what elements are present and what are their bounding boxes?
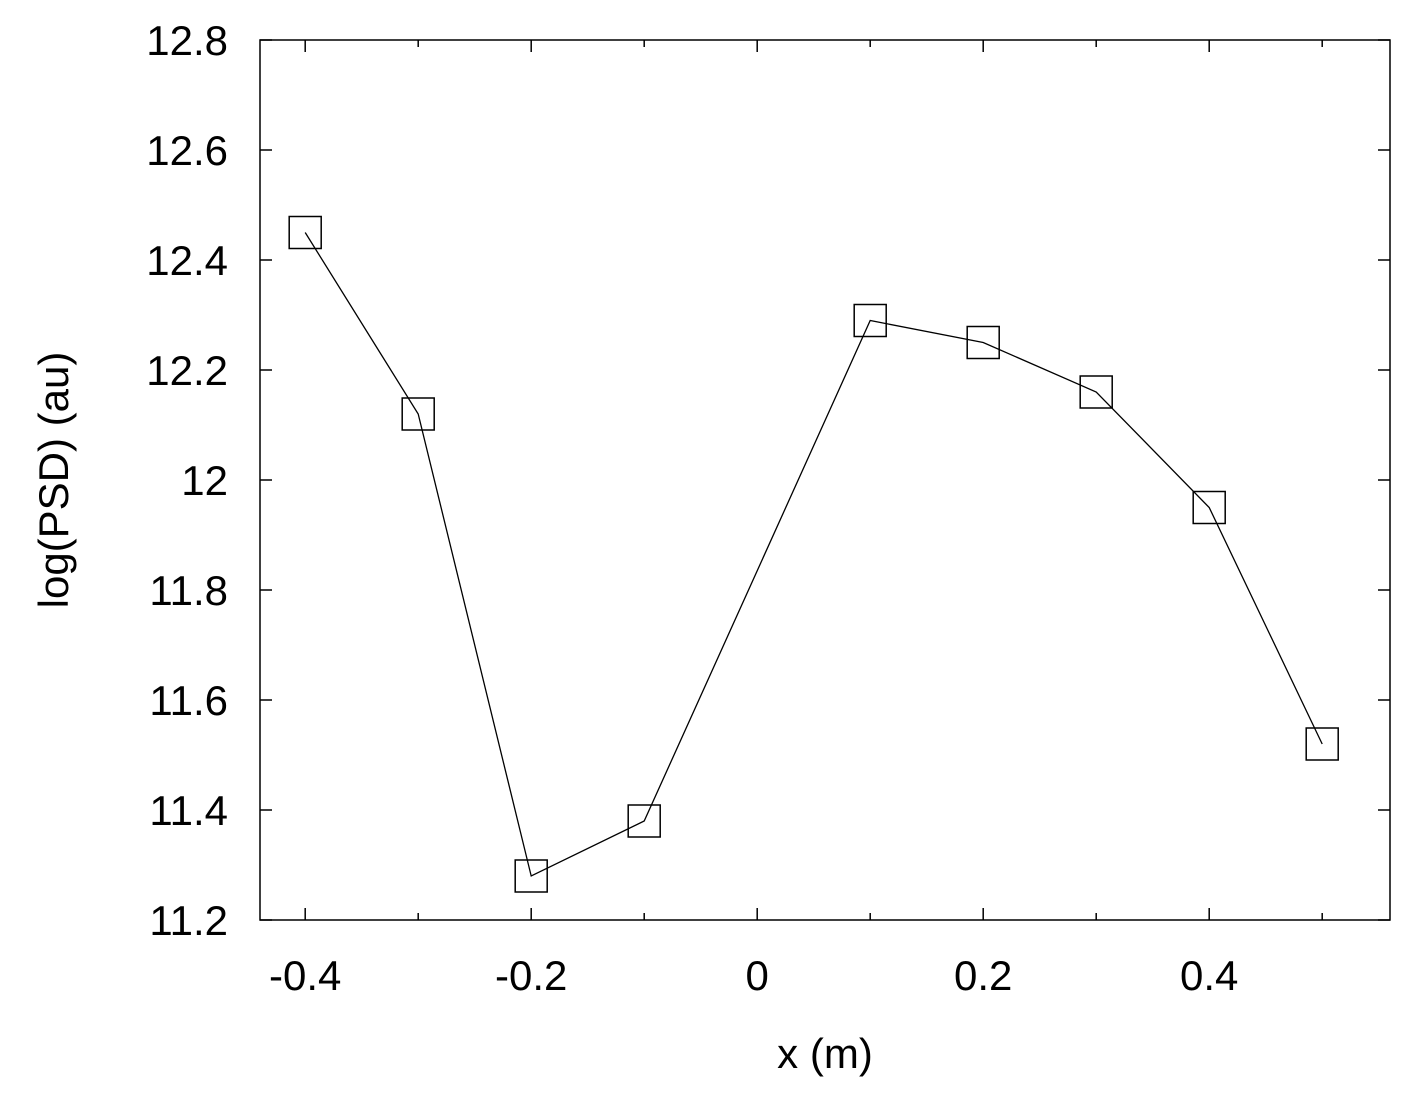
data-point-marker [401, 397, 435, 431]
y-tick-label: 12.4 [146, 237, 228, 284]
x-axis-label: x (m) [777, 1030, 873, 1077]
y-tick-label: 11.2 [149, 897, 228, 944]
x-tick-label: 0 [746, 952, 769, 999]
axis-ticks [260, 39, 1390, 921]
data-point-marker [966, 325, 1000, 360]
y-tick-label: 11.6 [149, 677, 228, 724]
y-tick-label: 12 [181, 457, 228, 504]
y-tick-label: 12.8 [146, 17, 228, 64]
data-point-marker [853, 303, 887, 338]
data-point-marker [1192, 490, 1226, 525]
y-tick-label: 11.8 [149, 567, 228, 614]
axis-tick-labels: 11.2 11.4 11.6 11.8 12 12.2 12.4 12.6 12.8 -0.4 -0… [146, 17, 1238, 999]
data-point-marker [288, 215, 322, 250]
x-tick-label: -0.2 [495, 952, 567, 999]
x-tick-label: 0.2 [954, 952, 1012, 999]
data-point-marker [1079, 375, 1113, 409]
y-tick-label: 11.4 [149, 787, 228, 834]
x-tick-label: -0.4 [269, 952, 341, 999]
series-layer [288, 215, 1339, 893]
plot-frame [259, 39, 1391, 921]
y-tick-label: 12.2 [146, 347, 228, 394]
data-point-marker [1305, 727, 1339, 761]
data-point-marker [514, 859, 548, 893]
x-tick-label: 0.4 [1180, 952, 1238, 999]
y-tick-label: 12.6 [146, 127, 228, 174]
series-line [304, 232, 1323, 877]
data-point-marker [627, 804, 661, 838]
y-axis-label: log(PSD) (au) [30, 352, 77, 609]
